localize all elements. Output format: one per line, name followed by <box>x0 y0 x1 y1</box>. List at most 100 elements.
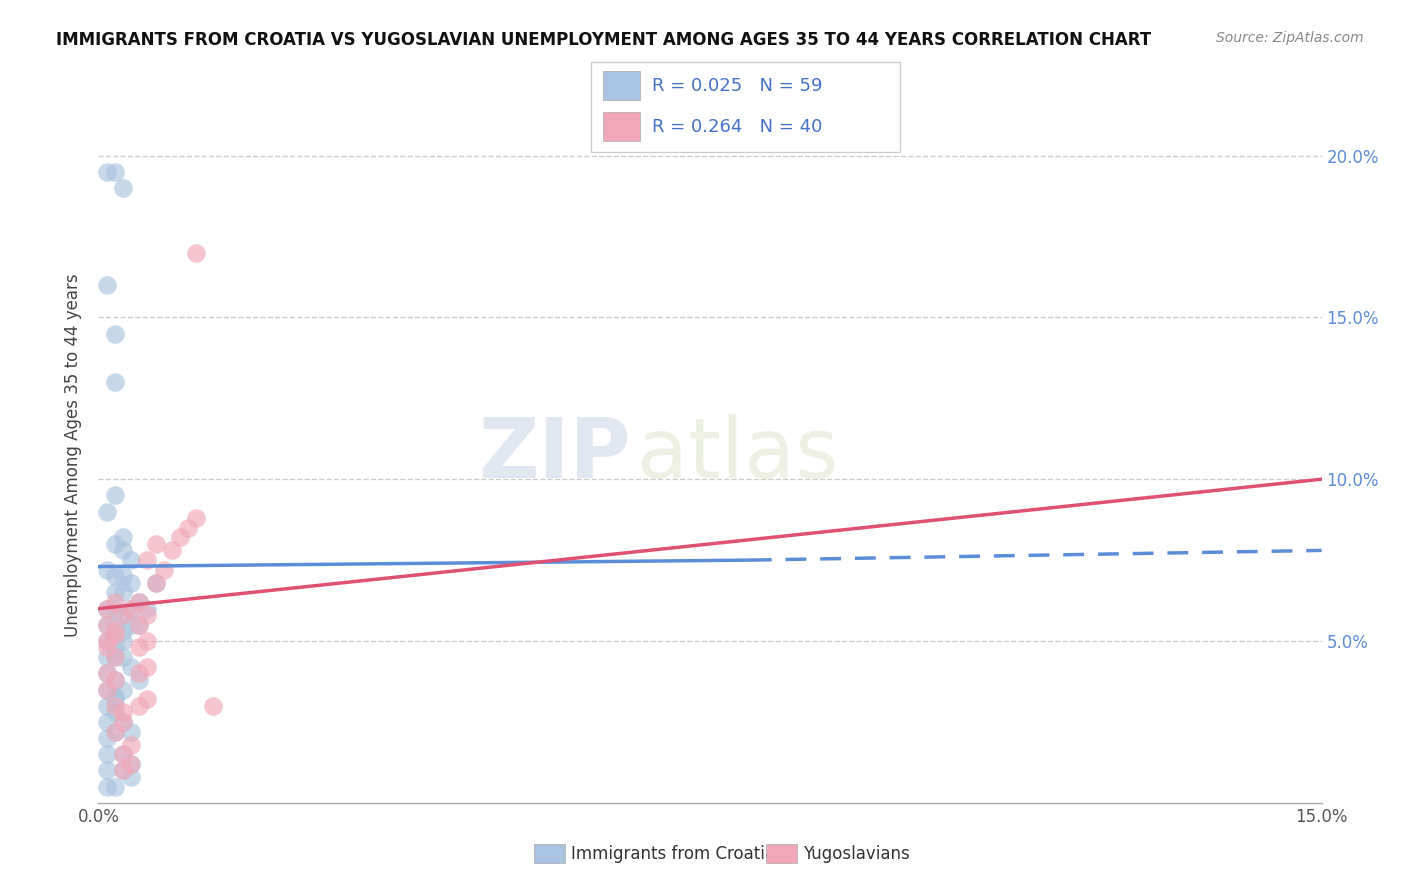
Point <box>96 165 118 179</box>
Point <box>128 595 150 609</box>
Point <box>120 756 142 771</box>
Point <box>111 608 134 623</box>
Point <box>128 698 150 713</box>
Point <box>120 617 142 632</box>
Point <box>96 747 118 762</box>
Text: R = 0.264   N = 40: R = 0.264 N = 40 <box>652 118 823 136</box>
Text: ZIP: ZIP <box>478 415 630 495</box>
Point <box>128 617 150 632</box>
Point <box>111 747 134 762</box>
Text: IMMIGRANTS FROM CROATIA VS YUGOSLAVIAN UNEMPLOYMENT AMONG AGES 35 TO 44 YEARS CO: IMMIGRANTS FROM CROATIA VS YUGOSLAVIAN U… <box>56 31 1152 49</box>
Point <box>104 601 127 615</box>
Point <box>128 640 150 655</box>
Point <box>186 245 208 260</box>
Point <box>160 543 183 558</box>
Point <box>96 714 118 729</box>
Point <box>120 601 142 615</box>
Point <box>111 531 134 545</box>
Point <box>96 731 118 745</box>
Point <box>104 617 127 632</box>
Point <box>136 660 159 674</box>
Point <box>104 585 127 599</box>
Point <box>111 608 134 623</box>
Point <box>104 673 127 687</box>
Point <box>96 278 118 293</box>
Point <box>104 627 127 641</box>
Point <box>104 705 127 719</box>
Point <box>128 673 150 687</box>
Point <box>96 666 118 681</box>
Point <box>104 326 127 341</box>
Text: R = 0.025   N = 59: R = 0.025 N = 59 <box>652 77 823 95</box>
Point <box>104 689 127 703</box>
Text: atlas: atlas <box>637 415 838 495</box>
Point <box>96 650 118 665</box>
Point <box>120 601 142 615</box>
Point <box>111 624 134 639</box>
Point <box>96 764 118 778</box>
Point <box>104 724 127 739</box>
Point <box>96 601 118 615</box>
Point <box>96 617 118 632</box>
Point <box>145 537 167 551</box>
Point <box>96 698 118 713</box>
Point <box>96 640 118 655</box>
Text: Immigrants from Croatia: Immigrants from Croatia <box>571 845 775 863</box>
Point <box>96 617 118 632</box>
Point <box>152 563 174 577</box>
Point <box>145 575 167 590</box>
Text: Source: ZipAtlas.com: Source: ZipAtlas.com <box>1216 31 1364 45</box>
Point <box>96 666 118 681</box>
Point <box>111 764 134 778</box>
Point <box>120 660 142 674</box>
Y-axis label: Unemployment Among Ages 35 to 44 years: Unemployment Among Ages 35 to 44 years <box>65 273 83 637</box>
Point <box>111 543 134 558</box>
Point <box>120 553 142 567</box>
Point <box>136 634 159 648</box>
Point <box>96 682 118 697</box>
Point <box>169 531 191 545</box>
Point <box>104 673 127 687</box>
Point <box>128 595 150 609</box>
Point <box>104 375 127 389</box>
Point <box>96 780 118 794</box>
Point <box>111 634 134 648</box>
FancyBboxPatch shape <box>603 71 640 100</box>
FancyBboxPatch shape <box>603 112 640 141</box>
Point <box>104 569 127 583</box>
Point <box>128 666 150 681</box>
Point <box>145 575 167 590</box>
Point <box>96 682 118 697</box>
Point <box>120 756 142 771</box>
Point <box>111 764 134 778</box>
Point <box>111 650 134 665</box>
Point <box>104 724 127 739</box>
Point <box>120 724 142 739</box>
Point <box>120 575 142 590</box>
Point <box>136 692 159 706</box>
Point <box>96 504 118 518</box>
Point <box>104 537 127 551</box>
Point <box>177 521 200 535</box>
Point <box>201 698 224 713</box>
Point <box>104 488 127 502</box>
Point <box>120 770 142 784</box>
Point <box>104 595 127 609</box>
Point <box>186 511 208 525</box>
Point <box>128 617 150 632</box>
Point <box>136 601 159 615</box>
Point <box>111 705 134 719</box>
Point <box>104 650 127 665</box>
Point <box>96 634 118 648</box>
Point <box>111 181 134 195</box>
Point <box>104 650 127 665</box>
Point <box>136 553 159 567</box>
Point <box>111 714 134 729</box>
Point <box>111 747 134 762</box>
Point <box>96 563 118 577</box>
Point <box>111 714 134 729</box>
Point <box>111 682 134 697</box>
Point <box>96 634 118 648</box>
Point <box>111 585 134 599</box>
Point <box>104 780 127 794</box>
